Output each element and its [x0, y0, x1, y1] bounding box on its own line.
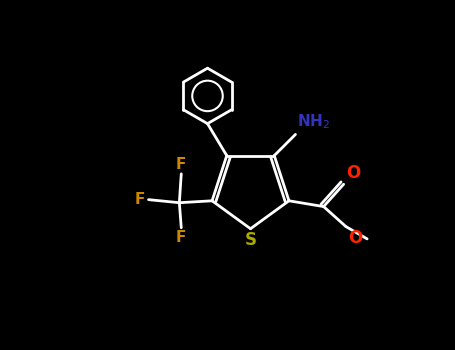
- Text: F: F: [176, 230, 187, 245]
- Text: F: F: [135, 192, 146, 207]
- Text: O: O: [348, 229, 362, 246]
- Text: NH$_2$: NH$_2$: [298, 113, 330, 131]
- Text: S: S: [244, 231, 257, 248]
- Text: O: O: [346, 164, 360, 182]
- Text: F: F: [176, 156, 187, 172]
